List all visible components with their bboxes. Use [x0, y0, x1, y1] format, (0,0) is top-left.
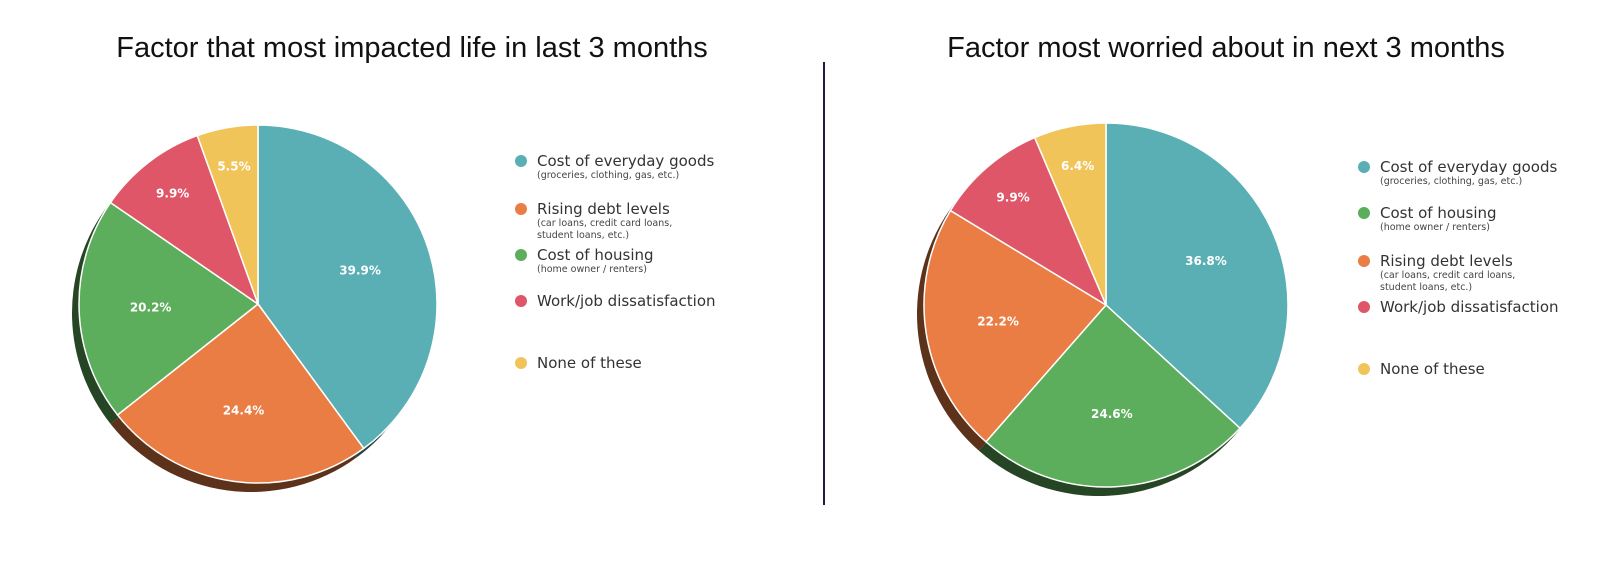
legend-item: Cost of everyday goods (groceries, clothi…	[1358, 158, 1559, 188]
legend-swatch	[1358, 301, 1370, 313]
slice-data-label: 9.9%	[996, 191, 1029, 205]
legend-item: Rising debt levels (car loans, credit car…	[515, 200, 716, 242]
legend-item: Cost of everyday goods (groceries, clothi…	[515, 152, 716, 182]
pie-slice	[949, 136, 1108, 307]
pie-slice	[1105, 122, 1289, 430]
legend-swatch	[515, 357, 527, 369]
legend-item: Cost of housing (home owner / renters)	[1358, 204, 1559, 234]
legend-swatch	[515, 155, 527, 167]
legend-right: Cost of everyday goods (groceries, clothi…	[1358, 158, 1559, 378]
legend-sublabel: (home owner / renters)	[537, 264, 647, 275]
pie-slice	[1033, 122, 1107, 306]
chart-title-left: Factor that most impacted life in last 3…	[116, 32, 708, 64]
slice-data-label: 6.4%	[1061, 159, 1094, 173]
legend-item: None of these	[515, 354, 716, 372]
pie-slice	[109, 134, 260, 306]
legend-label: None of these	[1380, 360, 1485, 378]
divider	[823, 62, 825, 505]
legend-sublabel: (car loans, credit card loans, student l…	[1380, 270, 1516, 293]
legend-label: None of these	[537, 354, 642, 372]
slice-data-label: 20.2%	[130, 301, 172, 315]
legend-label: Cost of everyday goods	[1380, 158, 1558, 176]
slice-data-label: 39.9%	[339, 264, 381, 278]
slice-data-label: 9.9%	[156, 186, 189, 200]
legend-label: Cost of housing	[537, 246, 654, 264]
legend-swatch	[1358, 161, 1370, 173]
legend-swatch	[1358, 207, 1370, 219]
legend-item: Cost of housing (home owner / renters)	[515, 246, 716, 276]
legend-label: Work/job dissatisfaction	[537, 292, 716, 310]
legend-label: Cost of everyday goods	[537, 152, 715, 170]
legend-item: None of these	[1358, 360, 1559, 378]
legend-swatch	[515, 203, 527, 215]
slice-data-label: 5.5%	[217, 159, 250, 173]
slice-data-label: 24.4%	[223, 403, 265, 417]
legend-swatch	[1358, 363, 1370, 375]
legend-left: Cost of everyday goods (groceries, clothi…	[515, 152, 716, 372]
legend-sublabel: (groceries, clothing, gas, etc.)	[537, 170, 680, 181]
slice-data-label: 36.8%	[1185, 254, 1227, 268]
legend-label: Rising debt levels	[1380, 252, 1513, 270]
pie-slice	[196, 124, 259, 305]
legend-label: Rising debt levels	[537, 200, 670, 218]
slice-data-label: 24.6%	[1091, 407, 1133, 421]
legend-item: Work/job dissatisfaction	[1358, 298, 1559, 316]
chart-title-right: Factor most worried about in next 3 mont…	[947, 32, 1505, 64]
legend-label: Cost of housing	[1380, 204, 1497, 222]
legend-item: Work/job dissatisfaction	[515, 292, 716, 310]
pie-slice	[984, 303, 1242, 488]
legend-swatch	[1358, 255, 1370, 267]
pie-slice	[257, 124, 438, 450]
legend-sublabel: (car loans, credit card loans, student l…	[537, 218, 673, 241]
slice-data-label: 22.2%	[977, 315, 1019, 329]
pie-slice	[116, 302, 365, 484]
legend-sublabel: (groceries, clothing, gas, etc.)	[1380, 176, 1523, 187]
pie-slice	[923, 209, 1108, 443]
legend-swatch	[515, 295, 527, 307]
pie-slice	[78, 201, 260, 416]
legend-sublabel: (home owner / renters)	[1380, 222, 1490, 233]
legend-item: Rising debt levels (car loans, credit car…	[1358, 252, 1559, 294]
legend-label: Work/job dissatisfaction	[1380, 298, 1559, 316]
legend-swatch	[515, 249, 527, 261]
